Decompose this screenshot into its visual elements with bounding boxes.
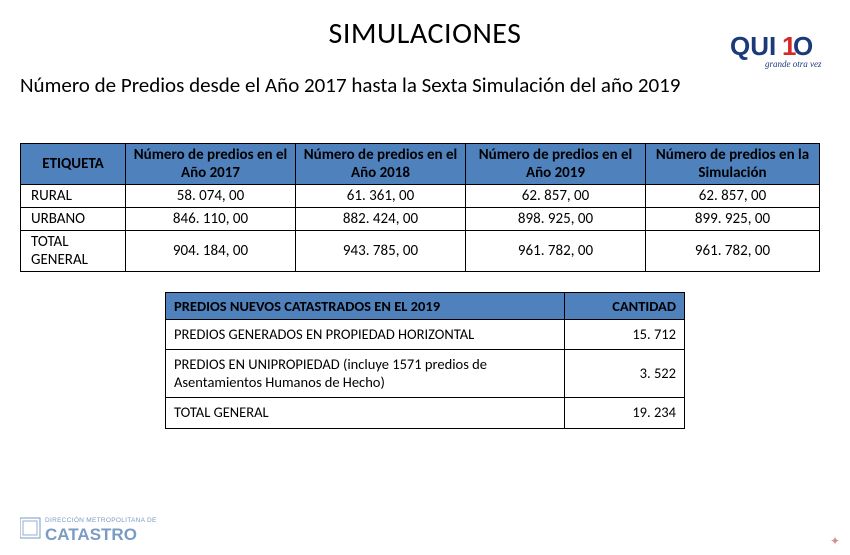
- cell-qty: 3. 522: [565, 350, 685, 398]
- table-row: RURAL 58. 074, 00 61. 361, 00 62. 857, 0…: [21, 185, 820, 208]
- table-row: URBANO 846. 110, 00 882. 424, 00 898. 92…: [21, 208, 820, 231]
- page-subtitle: Número de Predios desde el Año 2017 hast…: [20, 72, 830, 98]
- cell-qty: 19. 234: [565, 398, 685, 428]
- cell: 61. 361, 00: [296, 185, 466, 208]
- predios-table: ETIQUETA Número de predios en el Año 201…: [20, 143, 820, 272]
- svg-text:DIRECCIÓN METROPOLITANA DE: DIRECCIÓN METROPOLITANA DE: [45, 515, 157, 524]
- cell-desc: TOTAL GENERAL: [166, 398, 565, 428]
- table-row: TOTAL GENERAL 19. 234: [166, 398, 685, 428]
- cell: 961. 782, 00: [466, 231, 646, 272]
- predios-nuevos-table: PREDIOS NUEVOS CATASTRADOS EN EL 2019 CA…: [165, 292, 685, 429]
- col-desc: PREDIOS NUEVOS CATASTRADOS EN EL 2019: [166, 293, 565, 320]
- svg-text:CATASTRO: CATASTRO: [45, 525, 137, 544]
- cell: 898. 925, 00: [466, 208, 646, 231]
- star-icon: ✦: [830, 534, 840, 549]
- col-qty: CANTIDAD: [565, 293, 685, 320]
- table-row: PREDIOS GENERADOS EN PROPIEDAD HORIZONTA…: [166, 320, 685, 350]
- cell: 62. 857, 00: [466, 185, 646, 208]
- svg-text:QUI: QUI: [730, 31, 776, 61]
- cell: 899. 925, 00: [646, 208, 820, 231]
- col-2018: Número de predios en el Año 2018: [296, 144, 466, 185]
- cell-qty: 15. 712: [565, 320, 685, 350]
- quito-logo: QUI 1 O grande otra vez: [730, 27, 825, 72]
- cell: 882. 424, 00: [296, 208, 466, 231]
- table-row: TOTAL GENERAL 904. 184, 00 943. 785, 00 …: [21, 231, 820, 272]
- col-sim: Número de predios en la Simulación: [646, 144, 820, 185]
- table-row: PREDIOS EN UNIPROPIEDAD (incluye 1571 pr…: [166, 350, 685, 398]
- cell: 961. 782, 00: [646, 231, 820, 272]
- cell: 943. 785, 00: [296, 231, 466, 272]
- cell: 58. 074, 00: [126, 185, 296, 208]
- cell: 904. 184, 00: [126, 231, 296, 272]
- page-title: SIMULACIONES: [0, 15, 850, 52]
- cell-desc: PREDIOS EN UNIPROPIEDAD (incluye 1571 pr…: [166, 350, 565, 398]
- row-label: RURAL: [21, 185, 126, 208]
- cell-desc: PREDIOS GENERADOS EN PROPIEDAD HORIZONTA…: [166, 320, 565, 350]
- col-2017: Número de predios en el Año 2017: [126, 144, 296, 185]
- svg-text:O: O: [793, 31, 813, 61]
- col-2019: Número de predios en el Año 2019: [466, 144, 646, 185]
- col-etiqueta: ETIQUETA: [21, 144, 126, 185]
- row-label: TOTAL GENERAL: [21, 231, 126, 272]
- svg-text:grande otra vez: grande otra vez: [765, 59, 822, 69]
- cell: 846. 110, 00: [126, 208, 296, 231]
- cell: 62. 857, 00: [646, 185, 820, 208]
- row-label: URBANO: [21, 208, 126, 231]
